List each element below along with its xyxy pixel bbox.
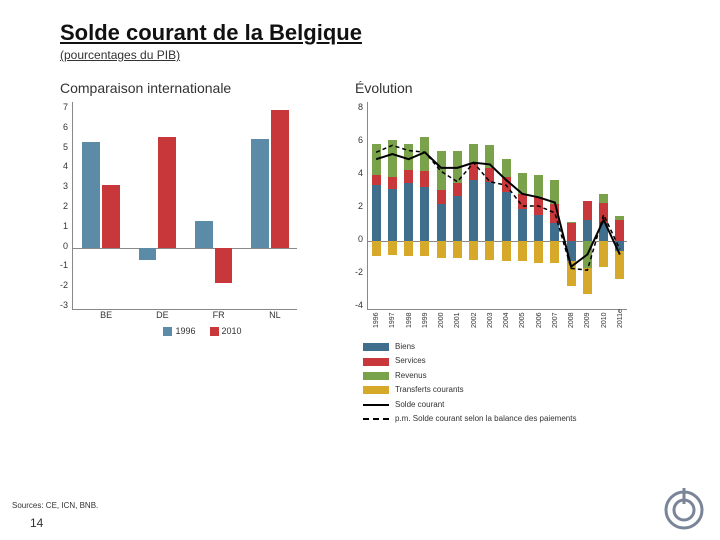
legend-pm: p.m. Solde courant selon la balance des … [395,412,576,426]
left-chart-plot [72,102,297,310]
bar [158,137,176,247]
right-chart-plot [367,102,627,310]
legend-biens: Biens [395,340,415,354]
right-xaxis: 1996199719981999200020012002200320042005… [369,310,685,340]
bar [139,248,157,260]
page-number: 14 [30,516,43,530]
bar [82,142,100,248]
left-chart-title: Comparaison internationale [60,80,345,96]
bar [195,221,213,248]
page-title: Solde courant de la Belgique [60,20,690,46]
left-legend: 19962010 [60,326,345,336]
left-xaxis: BEDEFRNL [78,310,345,320]
legend-services: Services [395,354,426,368]
bar [215,248,233,283]
legend-transferts: Transferts courants [395,383,464,397]
right-yaxis: 86420-2-4 [355,102,367,310]
legend-revenus: Revenus [395,369,427,383]
bar [102,185,120,247]
left-yaxis: 76543210-1-2-3 [60,102,72,310]
bar [271,110,289,247]
page-subtitle: (pourcentages du PIB) [60,48,690,62]
legend-solde: Solde courant [395,398,444,412]
logo-icon [662,488,706,532]
sources-text: Sources: CE, ICN, BNB. [12,501,98,510]
bar [251,139,269,247]
right-chart-title: Évolution [355,80,685,96]
right-legend: Biens Services Revenus Transferts couran… [363,340,685,426]
